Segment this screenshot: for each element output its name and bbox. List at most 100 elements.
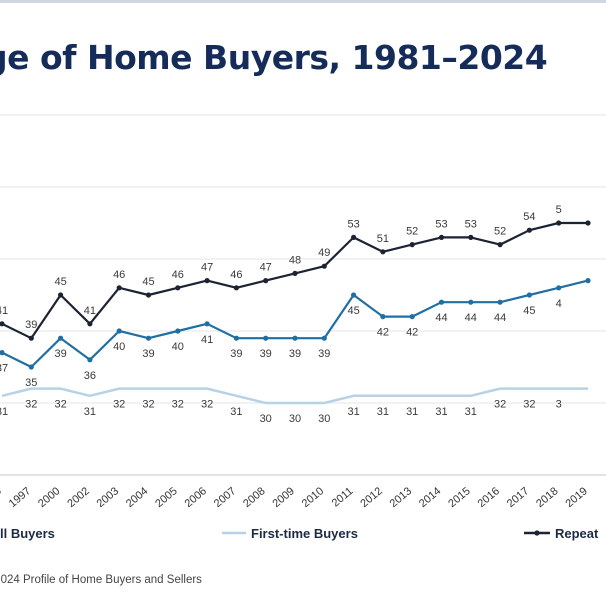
x-axis-ticks: 1995 1997 2000 2002 2003 2004 2005 2006 2007 2008… — [0, 485, 590, 510]
data-point — [409, 242, 415, 248]
data-label: 53 — [465, 218, 477, 230]
data-point — [175, 328, 181, 334]
data-point — [0, 350, 5, 356]
data-point — [409, 314, 415, 320]
data-point — [175, 285, 181, 291]
data-point — [263, 335, 269, 341]
data-label: 42 — [377, 327, 389, 339]
data-point — [116, 285, 122, 291]
data-label: 52 — [494, 226, 506, 238]
data-point — [585, 278, 591, 284]
data-point — [321, 263, 327, 269]
x-tick-label: 2009 — [270, 485, 296, 510]
series-all-buyers: 37 35 39 36 40 39 40 41 39 39 39 39 45 42 42 44 44 44 45 4 — [0, 278, 591, 389]
data-point — [526, 227, 533, 233]
data-label: 31 — [465, 406, 477, 418]
legend-label: ll Buyers — [0, 526, 55, 541]
data-point — [351, 292, 357, 298]
data-point — [321, 335, 327, 341]
x-tick-label: 2016 — [476, 485, 502, 510]
data-label: 45 — [523, 305, 535, 317]
data-label: 31 — [84, 406, 96, 418]
data-point — [438, 299, 445, 305]
x-tick-label: 2005 — [153, 485, 179, 510]
data-label: 45 — [347, 305, 359, 317]
data-label: 40 — [113, 341, 125, 353]
data-label: 53 — [435, 218, 447, 230]
data-label: 32 — [172, 399, 184, 411]
x-tick-label: 1997 — [7, 485, 33, 510]
data-label: 31 — [435, 406, 447, 418]
data-label: 35 — [25, 377, 37, 389]
x-tick-label: 2010 — [300, 485, 326, 510]
data-point — [58, 335, 64, 341]
data-point — [87, 321, 93, 327]
data-point — [204, 278, 210, 284]
x-tick-label: 2018 — [534, 485, 560, 510]
data-point — [526, 292, 533, 298]
x-tick-label: 2019 — [563, 485, 589, 510]
legend-item-1: First-time Buyers — [222, 526, 358, 541]
data-point — [58, 292, 64, 298]
data-point — [497, 299, 503, 305]
data-label: 32 — [523, 399, 535, 411]
data-point — [28, 335, 34, 341]
x-tick-label: 2002 — [65, 485, 91, 510]
data-label: 44 — [465, 312, 477, 324]
data-point — [87, 357, 93, 363]
series-first-time-buyers: 31 32 32 31 32 32 32 32 31 30 30 30 31 31 31 31 31 32 32 3 — [0, 387, 588, 425]
data-point — [116, 328, 122, 334]
data-label: 39 — [54, 348, 66, 360]
legend-item-2: Repeat — [524, 526, 599, 541]
data-point — [0, 321, 5, 327]
gridlines — [0, 114, 606, 476]
data-point — [233, 285, 239, 291]
data-label: 39 — [289, 348, 301, 360]
data-point — [28, 364, 34, 370]
data-label: 47 — [260, 262, 272, 274]
data-label: 36 — [84, 370, 96, 382]
data-label: 31 — [0, 406, 8, 418]
data-point — [468, 299, 474, 305]
data-point — [233, 335, 239, 341]
data-label: 5 — [556, 204, 562, 216]
data-point — [380, 249, 386, 255]
data-label: 37 — [0, 363, 8, 375]
chart-title: ge of Home Buyers, 1981–2024 — [0, 38, 606, 82]
data-label: 32 — [113, 399, 125, 411]
x-tick-label: 1995 — [0, 485, 4, 510]
data-point — [497, 242, 503, 248]
x-tick-label: 2008 — [241, 485, 267, 510]
data-label: 32 — [494, 399, 506, 411]
data-label: 31 — [377, 406, 389, 418]
x-tick-label: 2012 — [358, 485, 384, 510]
x-tick-label: 2013 — [388, 485, 414, 510]
data-point — [585, 220, 591, 226]
data-label: 44 — [435, 312, 447, 324]
source-text: | 2024 Profile of Home Buyers and Seller… — [0, 574, 202, 586]
data-label: 39 — [142, 348, 154, 360]
data-label: 32 — [54, 399, 66, 411]
data-point — [145, 292, 152, 298]
data-point — [263, 278, 269, 284]
x-tick-label: 2006 — [183, 485, 209, 510]
x-tick-label: 2007 — [212, 485, 238, 510]
x-tick-label: 2015 — [446, 485, 472, 510]
data-label: 46 — [113, 269, 125, 281]
series-group: 3735393640394041393939394542424444444543… — [0, 204, 591, 425]
data-label: 52 — [406, 226, 418, 238]
source-note: | 2024 Profile of Home Buyers and Seller… — [0, 574, 606, 592]
data-label: 30 — [318, 413, 330, 425]
data-label: 41 — [201, 334, 213, 346]
data-label: 45 — [142, 276, 154, 288]
series-line — [1, 387, 588, 405]
data-label: 39 — [230, 348, 242, 360]
data-label: 45 — [54, 276, 66, 288]
data-label: 31 — [406, 406, 418, 418]
data-point — [556, 285, 562, 291]
data-label: 46 — [230, 269, 242, 281]
data-label: 39 — [318, 348, 330, 360]
data-label: 32 — [25, 399, 37, 411]
data-point — [292, 270, 298, 276]
